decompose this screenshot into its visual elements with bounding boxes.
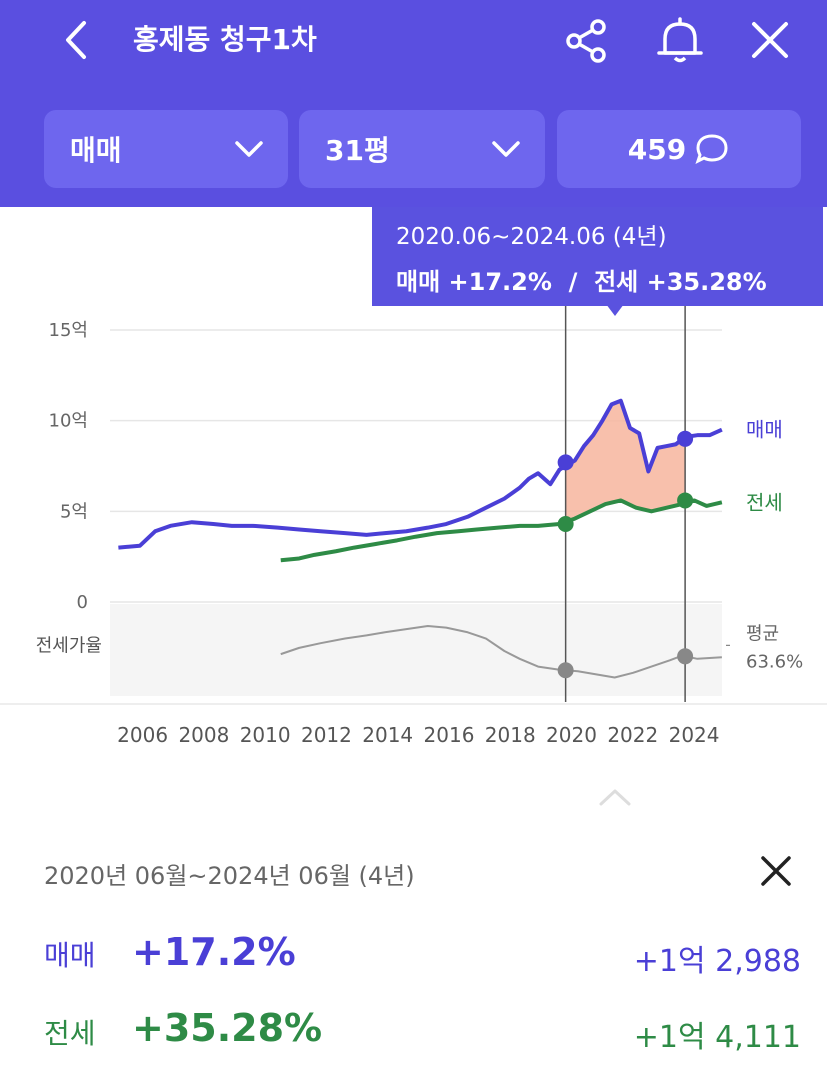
ratio-marker — [677, 648, 694, 665]
y-tick-label: 5억 — [60, 501, 88, 522]
x-tick-label: 2006 — [117, 723, 168, 747]
jeonse-label: 전세 — [44, 1017, 96, 1050]
deal-type-select[interactable]: 매매 — [44, 110, 288, 188]
x-tick-label: 2014 — [362, 723, 413, 747]
y-tick-label: 15억 — [49, 320, 88, 341]
average-label: 평균 — [746, 623, 779, 644]
x-tick-label: 2012 — [301, 723, 352, 747]
notification-button[interactable] — [652, 12, 708, 68]
bell-icon — [657, 17, 703, 63]
x-tick-label: 2020 — [546, 723, 597, 747]
highlight-area — [565, 400, 686, 522]
sale-label: 매매 — [44, 939, 96, 972]
summary-close-button[interactable] — [758, 853, 794, 893]
summary-range: 2020년 06월~2024년 06월 (4년) — [44, 862, 415, 890]
tooltip-summary: 매매 +17.2% / 전세 +35.28% — [396, 268, 767, 296]
ratio-marker — [557, 662, 574, 679]
series-line-1 — [280, 498, 723, 563]
back-button[interactable] — [50, 14, 102, 66]
jeonse-change-percent: +35.28% — [132, 1006, 323, 1050]
average-value: 63.6% — [746, 651, 803, 672]
data-marker — [557, 516, 574, 533]
close-icon — [752, 22, 788, 58]
chart-markers — [557, 430, 694, 679]
comments-button[interactable]: 459 — [557, 110, 801, 188]
jeonse-series-label: 전세 — [746, 490, 783, 514]
data-marker — [557, 454, 574, 471]
sale-series-label: 매매 — [746, 418, 783, 442]
collapse-button[interactable] — [597, 786, 633, 812]
page-title: 홍제동 청구1차 — [133, 23, 317, 56]
sale-change-percent: +17.2% — [132, 930, 296, 974]
chart-ticks: 15억 10억 5억 0 2006 2008 2010 2012 2014 2016 2018 202… — [49, 320, 720, 747]
chevron-down-icon — [235, 141, 263, 157]
x-tick-label: 2022 — [607, 723, 658, 747]
y-tick-label: 0 — [77, 592, 88, 613]
back-arrow-icon — [66, 21, 86, 59]
y-tick-label: 10억 — [49, 411, 88, 432]
chevron-down-icon — [492, 141, 520, 157]
x-tick-label: 2008 — [178, 723, 229, 747]
jeonse-change-amount: +1억 4,111 — [633, 1020, 801, 1055]
close-button[interactable] — [744, 14, 796, 66]
price-chart[interactable]: 15억 10억 5억 0 2006 2008 2010 2012 2014 2016 2018 202… — [0, 0, 827, 760]
series-line-2 — [280, 625, 722, 679]
range-tooltip: 2020.06~2024.06 (4년) 매매 +17.2% / 전세 +35.… — [372, 207, 823, 316]
size-select[interactable]: 31평 — [299, 110, 545, 188]
share-button[interactable] — [560, 14, 614, 68]
share-icon — [566, 19, 606, 63]
x-tick-label: 2010 — [240, 723, 291, 747]
sale-change-amount: +1억 2,988 — [633, 944, 801, 979]
deal-type-label: 매매 — [70, 134, 122, 167]
ratio-label: 전세가율 — [36, 635, 102, 656]
series-line-0 — [118, 398, 723, 550]
tooltip-range: 2020.06~2024.06 (4년) — [396, 224, 667, 250]
chevron-up-icon — [599, 789, 631, 806]
close-icon — [761, 856, 791, 886]
comment-count: 459 — [627, 132, 687, 166]
x-tick-label: 2024 — [669, 723, 720, 747]
data-marker — [677, 430, 694, 447]
size-label: 31평 — [325, 134, 390, 167]
x-tick-label: 2018 — [485, 723, 536, 747]
speech-bubble-icon — [695, 134, 728, 164]
chart-divider — [0, 703, 827, 705]
app-header: 홍제동 청구1차 매매 31평 — [0, 0, 827, 207]
chart-series — [118, 398, 723, 679]
x-tick-label: 2016 — [424, 723, 475, 747]
tooltip-arrow — [606, 304, 624, 316]
ratio-panel-bg — [110, 604, 722, 696]
ratio-panel-background — [110, 604, 722, 696]
data-marker — [677, 492, 694, 509]
